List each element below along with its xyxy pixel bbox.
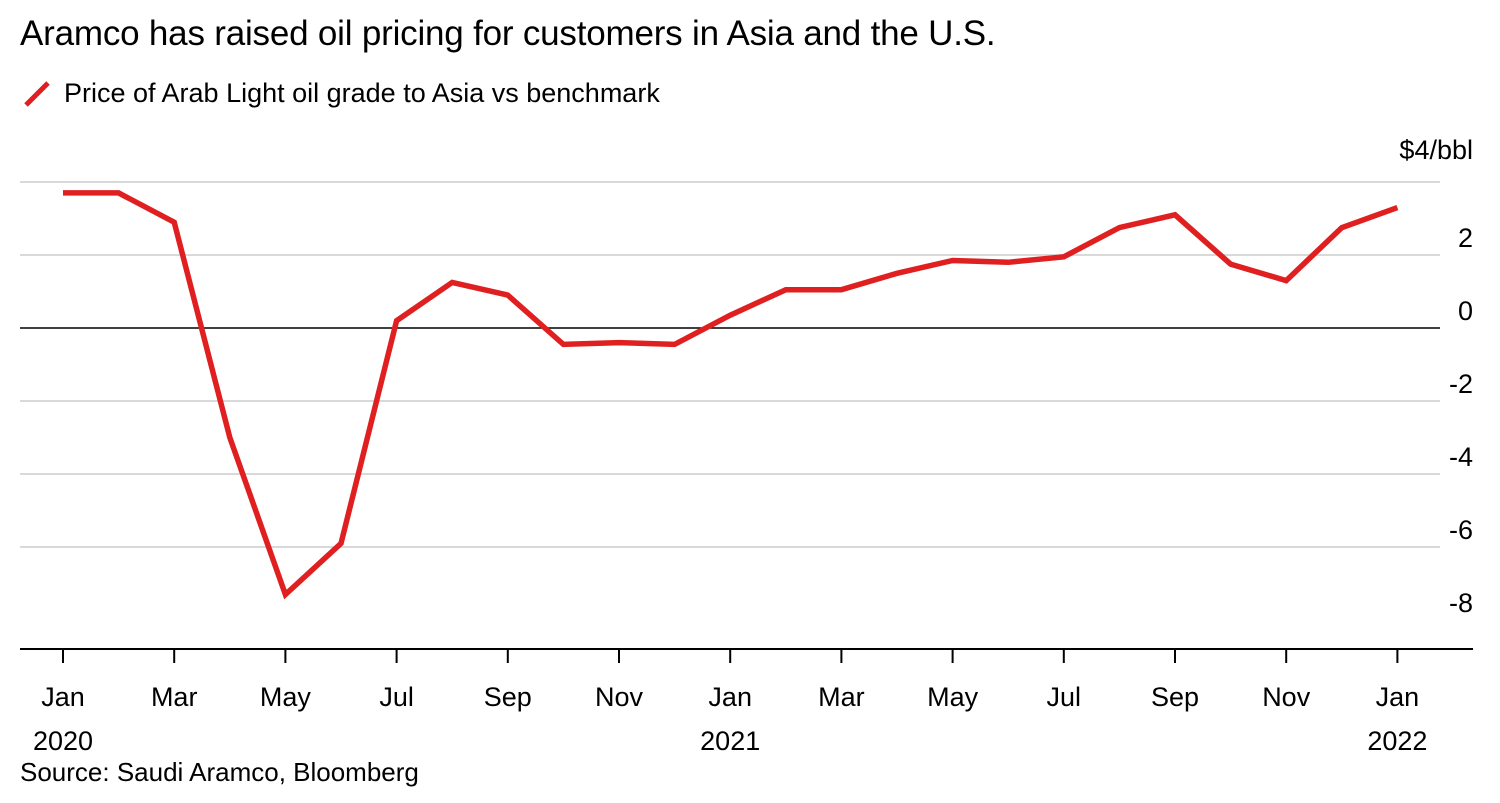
- legend: Price of Arab Light oil grade to Asia vs…: [22, 78, 660, 109]
- y-tick-label: -4: [1449, 442, 1473, 472]
- x-tick-label: Mar: [818, 682, 865, 712]
- x-tick-label: Sep: [484, 682, 532, 712]
- x-tick-label: Nov: [595, 682, 644, 712]
- x-tick-label: Jul: [1047, 682, 1082, 712]
- y-tick-label: 0: [1458, 296, 1473, 326]
- series-group: [62, 190, 1399, 600]
- x-tick-label: Sep: [1151, 682, 1199, 712]
- y-axis-unit-label: $4/bbl: [1399, 135, 1473, 165]
- x-tick-label: Jul: [379, 682, 414, 712]
- x-axis: [20, 648, 1473, 663]
- y-axis: 2 0 -2 -4 -6 -8: [1449, 223, 1473, 618]
- x-tick-label: May: [927, 682, 979, 712]
- x-tick-labels: Jan 2020 Mar May Jul Sep Nov Jan 2021 Mar May Jul Se…: [33, 682, 1427, 756]
- x-tick-label: Jan: [708, 682, 752, 712]
- x-tick-label: Jan: [41, 682, 85, 712]
- source-note: Source: Saudi Aramco, Bloomberg: [20, 757, 419, 787]
- x-tick-year-label: 2021: [700, 726, 760, 756]
- y-tick-label: -2: [1449, 369, 1473, 399]
- y-tick-label: -8: [1449, 588, 1473, 618]
- legend-swatch-icon: [24, 80, 50, 107]
- x-tick-year-label: 2022: [1367, 726, 1427, 756]
- x-tick-label: Nov: [1262, 682, 1311, 712]
- x-tick-label: Mar: [151, 682, 198, 712]
- series-line: [63, 190, 1399, 600]
- gridlines: [20, 181, 1440, 548]
- legend-label: Price of Arab Light oil grade to Asia vs…: [64, 78, 660, 108]
- x-tick-label: Jan: [1376, 682, 1420, 712]
- chart-title: Aramco has raised oil pricing for custom…: [20, 14, 996, 53]
- x-tick-label: May: [260, 682, 312, 712]
- x-tick-year-label: 2020: [33, 726, 93, 756]
- y-tick-label: 2: [1458, 223, 1473, 253]
- y-tick-label: -6: [1449, 515, 1473, 545]
